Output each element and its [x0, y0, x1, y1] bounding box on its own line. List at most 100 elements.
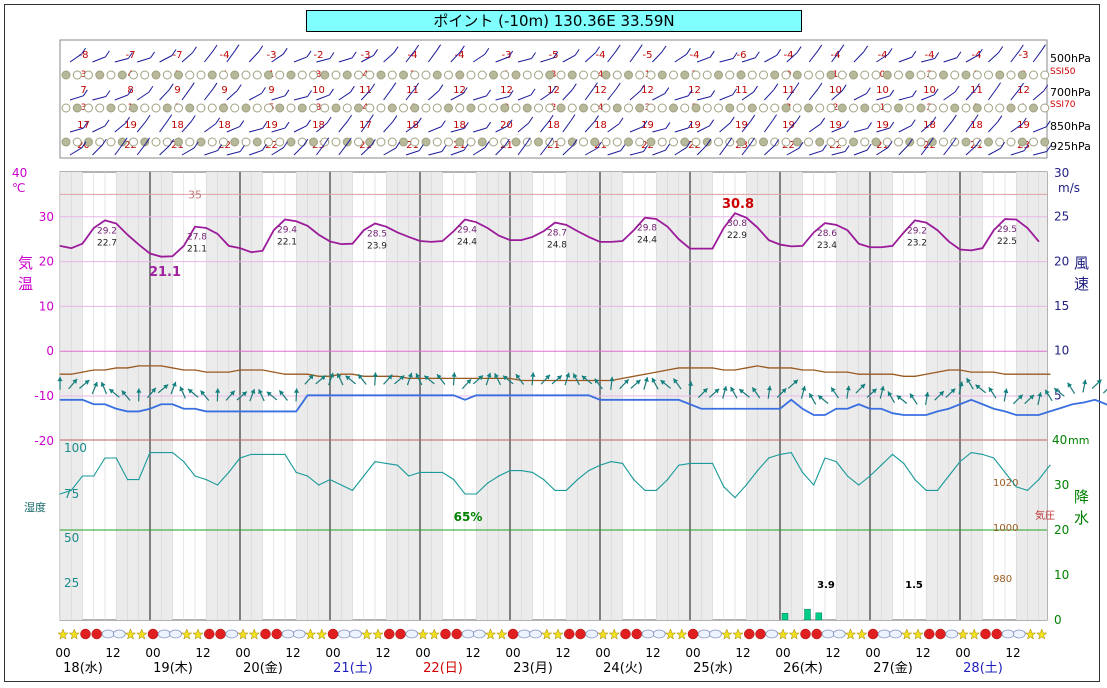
humidity-line-point [723, 486, 725, 488]
upper-wind-barb-flag [841, 84, 847, 92]
humidity-line-point [835, 461, 837, 463]
wind-speed-line-point [970, 399, 972, 401]
wind-speed-line-point [858, 403, 860, 405]
wind-speed-line-point [171, 403, 174, 405]
cloud-cover-mark [309, 137, 318, 147]
upper-wind-barb-flag [887, 141, 893, 148]
upper-wind-barb-flag [504, 138, 510, 146]
wind-direction-arrowhead [879, 385, 885, 391]
upper-wind-barb [719, 122, 731, 133]
wind-speed-line-point [81, 399, 84, 401]
weather-star-icon [844, 628, 857, 640]
humidity-line-point [846, 475, 849, 477]
humidity-line-point [284, 453, 286, 455]
temp-700-value: 9 [174, 85, 180, 96]
cloud-cover-mark [286, 137, 296, 147]
weather-star-icon [136, 628, 148, 640]
weather-sun-icon [384, 628, 395, 640]
upper-wind-barb-flag [754, 51, 760, 59]
cloud-cover-mark [691, 70, 701, 80]
cloud-cover-mark [1006, 137, 1016, 147]
wind-direction-arrowhead [437, 374, 442, 380]
cloud-cover-mark [759, 103, 768, 113]
cloud-cover-mark [894, 103, 903, 113]
temp-tick: 0 [46, 344, 54, 358]
temp-850-value: 19 [782, 120, 795, 131]
cloud-cover-mark [849, 137, 858, 147]
upper-wind-barb [1010, 123, 1023, 133]
upper-wind-barb [1033, 151, 1047, 156]
hour-tick-00: 00 [775, 646, 790, 660]
pressure-line-point [666, 369, 669, 371]
wind-speed-line-point [93, 403, 95, 405]
upper-wind-barb [360, 145, 372, 156]
temperature-line-point [273, 229, 275, 231]
page-title: ポイント (-10m) 130.36E 33.59N [306, 10, 802, 32]
upper-wind-barb [697, 95, 711, 101]
upper-wind-barb-flag [596, 141, 602, 149]
temp-500-value: -4 [596, 50, 606, 61]
day-label: 19(木) [153, 661, 193, 676]
upper-wind-barb [809, 150, 823, 156]
upper-wind-barb [360, 54, 374, 63]
upper-wind-barb [876, 95, 890, 101]
pressure-line-point [993, 371, 995, 373]
cloud-cover-mark [354, 70, 363, 80]
temp-min-label: 22.1 [277, 237, 297, 247]
upper-wind-barb [181, 147, 195, 156]
humidity-line-point [374, 461, 376, 463]
temp-700-value: 11 [970, 85, 983, 96]
cloud-cover-mark [219, 103, 228, 113]
temperature-line-point [824, 222, 826, 224]
weather-sun-icon [811, 628, 822, 640]
cloud-cover-mark [72, 103, 82, 113]
upper-wind-barb-flag [368, 114, 374, 121]
wind-direction-arrowhead [845, 385, 851, 391]
level-label: 700hPa [1050, 86, 1091, 99]
upper-wind-barb [741, 120, 752, 133]
temp-850-value: 18 [406, 120, 419, 131]
wind-direction-arrowhead [752, 387, 757, 393]
cloud-cover-mark [522, 70, 532, 80]
temp-700-value: 11 [735, 85, 748, 96]
temp-max-label: 29.2 [97, 226, 117, 236]
temperature-line-point [723, 227, 725, 229]
upper-wind-barb [719, 94, 733, 101]
temp-min-label: 22.7 [97, 238, 117, 248]
pressure-line-point [81, 371, 84, 373]
cloud-cover-mark [691, 103, 701, 113]
ssi70-value: 3 [316, 103, 322, 113]
cloud-cover-mark [590, 70, 600, 80]
cloud-cover-mark [477, 137, 487, 147]
pressure-line-point [801, 369, 804, 371]
hour-tick-00: 00 [235, 646, 250, 660]
wind-speed-line-point [734, 408, 736, 410]
cloud-cover-mark [916, 70, 926, 80]
humidity-line-point [273, 453, 275, 455]
cloud-cover-mark [1040, 103, 1050, 113]
humidity-line-point [408, 475, 410, 477]
wind-speed-line-point [531, 394, 534, 396]
cloud-cover-mark [489, 103, 498, 113]
upper-wind-barb-flag [977, 48, 983, 56]
wind-direction-arrowhead [958, 381, 964, 387]
weather-cloud-icon [709, 629, 722, 639]
humidity-line-point [183, 461, 185, 463]
wind-speed-line-point [498, 394, 500, 396]
pressure-line-point [475, 377, 477, 379]
upper-wind-barb [92, 144, 103, 156]
temperature-line-point [903, 231, 905, 234]
temperature-line-point [284, 218, 286, 221]
upper-wind-barb [696, 144, 708, 156]
upper-wind-barb [495, 144, 506, 156]
temp-tick: 30 [39, 210, 54, 224]
upper-wind-barb [293, 56, 308, 63]
hour-tick-00: 00 [595, 646, 610, 660]
cloud-cover-mark [579, 70, 588, 80]
upper-wind-barb [988, 147, 1001, 156]
cloud-cover-mark [117, 103, 127, 113]
upper-wind-barb-flag [729, 116, 735, 124]
upper-wind-barb-flag [440, 120, 446, 127]
cloud-cover-mark [837, 137, 847, 147]
cloud-cover-mark [275, 137, 285, 147]
